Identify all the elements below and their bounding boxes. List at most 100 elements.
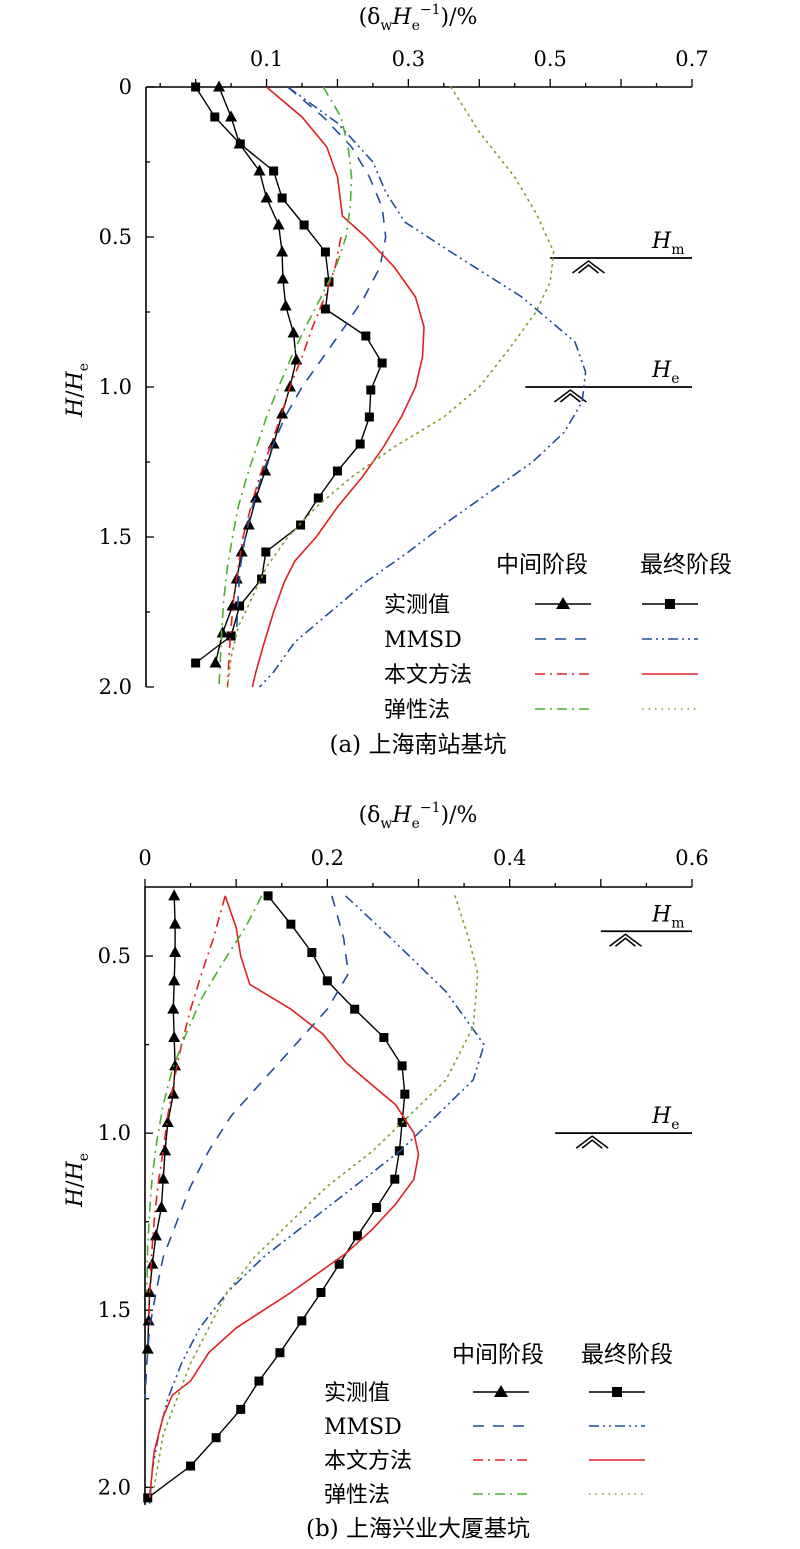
data-point: [313, 493, 323, 503]
data-point: [269, 166, 279, 176]
legend-label: 本文方法: [384, 663, 472, 688]
data-point: [191, 658, 201, 668]
data-point: [142, 1314, 155, 1326]
data-point: [216, 626, 229, 638]
series-line: [148, 895, 420, 1498]
y-tick-label: 2.0: [98, 1475, 131, 1499]
data-point: [307, 948, 317, 958]
data-point: [361, 331, 371, 341]
data-point: [186, 1461, 196, 1471]
x-tick-label: 0.2: [311, 846, 344, 870]
data-point: [275, 1348, 285, 1358]
data-point: [400, 1089, 410, 1099]
series-3: [258, 86, 587, 688]
data-point: [299, 220, 309, 230]
x-tick-label: 0.5: [533, 47, 566, 71]
data-point: [235, 545, 248, 557]
legend-label: 实测值: [324, 1381, 390, 1406]
legend-marker: [556, 597, 570, 609]
data-point: [322, 976, 332, 986]
series-1: [143, 891, 410, 1503]
data-point: [226, 631, 236, 641]
data-point: [272, 218, 285, 230]
series-4: [147, 895, 226, 1328]
series-line: [147, 895, 226, 1328]
legend-marker: [494, 1385, 508, 1397]
series-line: [218, 86, 353, 688]
series-line: [153, 895, 479, 1489]
data-point: [290, 353, 303, 365]
data-point: [149, 1229, 162, 1241]
data-point: [372, 1203, 382, 1213]
x-tick-label: 0: [138, 846, 151, 870]
reference-line-He: He: [525, 358, 692, 403]
data-point: [334, 1259, 344, 1269]
data-point: [276, 272, 289, 284]
data-point: [235, 139, 245, 149]
legend-label: 本文方法: [324, 1449, 412, 1474]
series-line: [214, 86, 298, 664]
data-point: [210, 112, 220, 122]
ground-symbol-icon: [572, 260, 605, 274]
series-line: [146, 895, 263, 1293]
data-point: [235, 601, 245, 611]
y-tick-label: 0.5: [98, 944, 131, 968]
series-6: [146, 895, 263, 1293]
ground-symbol-icon: [553, 389, 587, 403]
series-line: [195, 86, 383, 664]
data-point: [249, 491, 262, 503]
legend-header-final: 最终阶段: [581, 1342, 673, 1368]
ground-symbol-icon: [575, 1135, 609, 1149]
chart-caption: (a) 上海南站基坑: [330, 732, 507, 758]
x-axis-label: (δwHe−1)/%: [359, 2, 478, 34]
data-point: [141, 1342, 154, 1354]
data-point: [168, 974, 181, 986]
data-point: [332, 466, 342, 476]
data-point: [279, 299, 292, 311]
data-point: [157, 1172, 170, 1184]
y-tick-label: 2.0: [99, 675, 132, 699]
series-line: [147, 895, 406, 1499]
y-tick-label: 0.5: [99, 225, 132, 249]
data-point: [169, 946, 182, 958]
legend-header-intermediate: 中间阶段: [452, 1342, 544, 1368]
x-tick-label: 0.1: [250, 47, 283, 71]
data-point: [276, 245, 289, 257]
ground-symbol-icon: [608, 933, 642, 947]
legend-header-final: 最终阶段: [640, 552, 732, 578]
reference-label: Hm: [651, 902, 684, 931]
data-point: [390, 1174, 400, 1184]
data-point: [167, 1087, 180, 1099]
data-point: [259, 464, 272, 476]
data-point: [320, 304, 330, 314]
y-axis-label: H/He: [63, 363, 92, 418]
y-tick-label: 1.0: [98, 1121, 131, 1145]
data-point: [225, 110, 238, 122]
y-tick-label: 1.0: [99, 375, 132, 399]
data-point: [211, 1433, 221, 1443]
reference-label: He: [651, 358, 679, 387]
legend-label: 实测值: [384, 593, 450, 618]
x-tick-label: 0.7: [675, 47, 708, 71]
series-line: [258, 86, 587, 688]
data-point: [213, 80, 226, 92]
data-point: [352, 1231, 362, 1241]
data-point: [253, 164, 266, 176]
data-point: [254, 1376, 264, 1386]
series-line: [144, 895, 350, 1399]
series-5: [148, 895, 420, 1498]
legend-label: 弹性法: [384, 698, 450, 723]
data-point: [296, 520, 306, 530]
series-6: [218, 86, 353, 688]
legend-marker: [612, 1387, 622, 1397]
series-1: [191, 82, 387, 668]
reference-label: Hm: [651, 229, 684, 258]
chart-panel-a: 0.1 0.3 0.5 0.7 0 0.5 1.0 1.5 2.0 (δwHe−1)/% H/He H…: [63, 2, 732, 758]
series-5: [251, 86, 425, 688]
series-line: [251, 86, 425, 688]
data-point: [155, 1201, 168, 1213]
data-point: [261, 547, 271, 557]
x-tick-label: 0.6: [675, 846, 708, 870]
data-point: [287, 326, 300, 338]
data-point: [277, 193, 287, 203]
